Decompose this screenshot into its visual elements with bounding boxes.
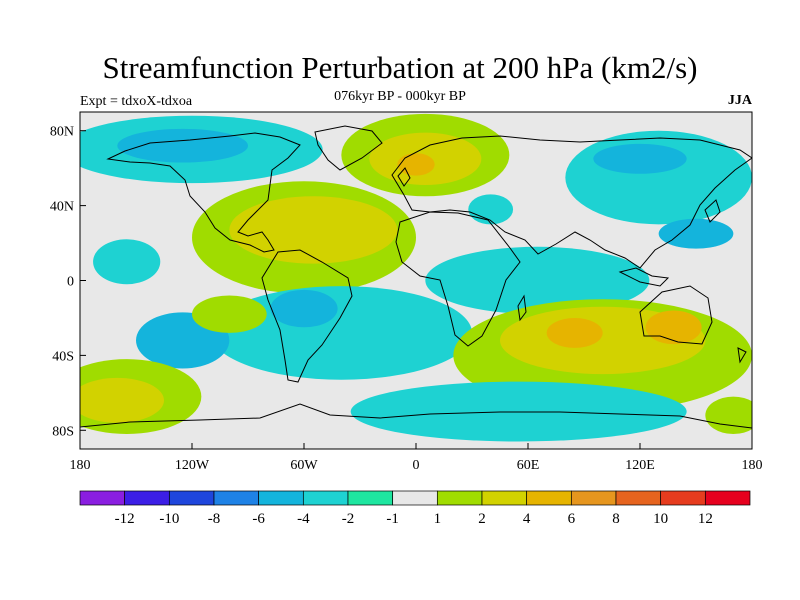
field-region-teal — [565, 130, 752, 225]
colorbar-swatch — [124, 490, 170, 506]
colorbar-label: 2 — [478, 511, 486, 527]
colorbar-label: 8 — [612, 511, 620, 527]
period-label: 076kyr BP - 000kyr BP — [334, 89, 466, 104]
coastlines — [80, 125, 752, 429]
lon-tick-label: 120E — [625, 458, 655, 473]
colorbar-label: -2 — [342, 511, 355, 527]
colorbar-label: -10 — [159, 511, 179, 527]
eurasia-coast — [391, 135, 752, 269]
colorbar-swatch — [347, 490, 394, 506]
colorbar-label: -8 — [208, 511, 221, 527]
lat-tick-label: 40N — [50, 200, 74, 215]
field-region-orange — [645, 310, 702, 345]
plot-title: Streamfunction Perturbation at 200 hPa (… — [102, 50, 698, 85]
colorbar-label: 10 — [653, 511, 668, 527]
colorbar-label: 12 — [698, 511, 713, 527]
colorbar-swatch — [526, 490, 572, 506]
colorbar-swatch — [615, 490, 662, 506]
antarctica-coast — [80, 403, 752, 429]
lat-tick-label: 40S — [52, 349, 74, 364]
lon-tick-label: 60W — [290, 458, 318, 473]
field-region-teal — [425, 246, 650, 315]
colorbar-swatch — [213, 490, 260, 506]
indonesia-coast — [618, 267, 670, 287]
colorbar-label: -6 — [252, 511, 265, 527]
colorbar-label: -12 — [115, 511, 135, 527]
field-region-orange — [546, 317, 603, 348]
colorbar-label: 6 — [568, 511, 576, 527]
field-region-green — [705, 396, 752, 435]
colorbar-label: -1 — [386, 511, 399, 527]
field-region-teal — [93, 239, 161, 285]
colorbar-swatch — [660, 490, 706, 506]
longitude-axis: 180 120W 60W 0 60E 120E 180 — [70, 443, 763, 473]
colorbar-swatch — [258, 490, 304, 506]
colorbar-label: 1 — [434, 511, 442, 527]
colorbar-swatch — [436, 490, 483, 506]
field-region-blue — [593, 143, 687, 174]
colorbar-swatch — [570, 490, 617, 506]
field-region-blue — [270, 289, 338, 328]
uk-coast — [397, 167, 411, 187]
experiment-label: Expt = tdxoX-tdxoa — [80, 94, 193, 109]
field-region-orange — [397, 153, 435, 176]
streamfunction-field — [80, 113, 752, 442]
madagascar-coast — [517, 294, 527, 322]
field-region-yellow — [80, 377, 164, 423]
colorbar-swatch — [392, 490, 438, 506]
australia-coast — [639, 285, 713, 345]
field-region-teal — [468, 194, 514, 225]
field-region-blue — [658, 218, 734, 249]
lon-tick-label: 180 — [742, 458, 763, 473]
greenland-coast — [314, 125, 383, 171]
north-america-coast — [106, 132, 301, 253]
field-region-blue — [117, 128, 248, 163]
colorbar-label: -4 — [297, 511, 310, 527]
field-region-yellow — [229, 196, 398, 264]
lon-tick-label: 120W — [175, 458, 210, 473]
colorbar-swatch — [168, 490, 215, 506]
lon-tick-label: 0 — [413, 458, 420, 473]
japan-coast — [704, 199, 721, 223]
colorbar-swatch — [481, 490, 528, 506]
lat-tick-label: 0 — [67, 275, 74, 290]
lat-tick-label: 80N — [50, 125, 74, 140]
south-america-coast — [261, 249, 353, 383]
new-zealand-coast — [737, 347, 747, 364]
colorbar-swatch — [302, 490, 349, 506]
lat-tick-label: 80S — [52, 424, 74, 439]
field-region-green — [192, 295, 267, 333]
lon-tick-label: 180 — [70, 458, 91, 473]
latitude-axis: 80N 40N 0 40S 80S — [50, 125, 86, 439]
season-label: JJA — [727, 93, 752, 108]
map-panel — [79, 111, 753, 450]
africa-coast — [395, 211, 521, 347]
lon-tick-label: 60E — [517, 458, 540, 473]
colorbar-swatch — [79, 490, 126, 506]
colorbar-label: 4 — [523, 511, 531, 527]
colorbar-swatch — [704, 490, 751, 506]
colorbar: -12 -10 -8 -6 -4 -2 -1 1 2 4 6 8 10 12 — [79, 490, 751, 527]
